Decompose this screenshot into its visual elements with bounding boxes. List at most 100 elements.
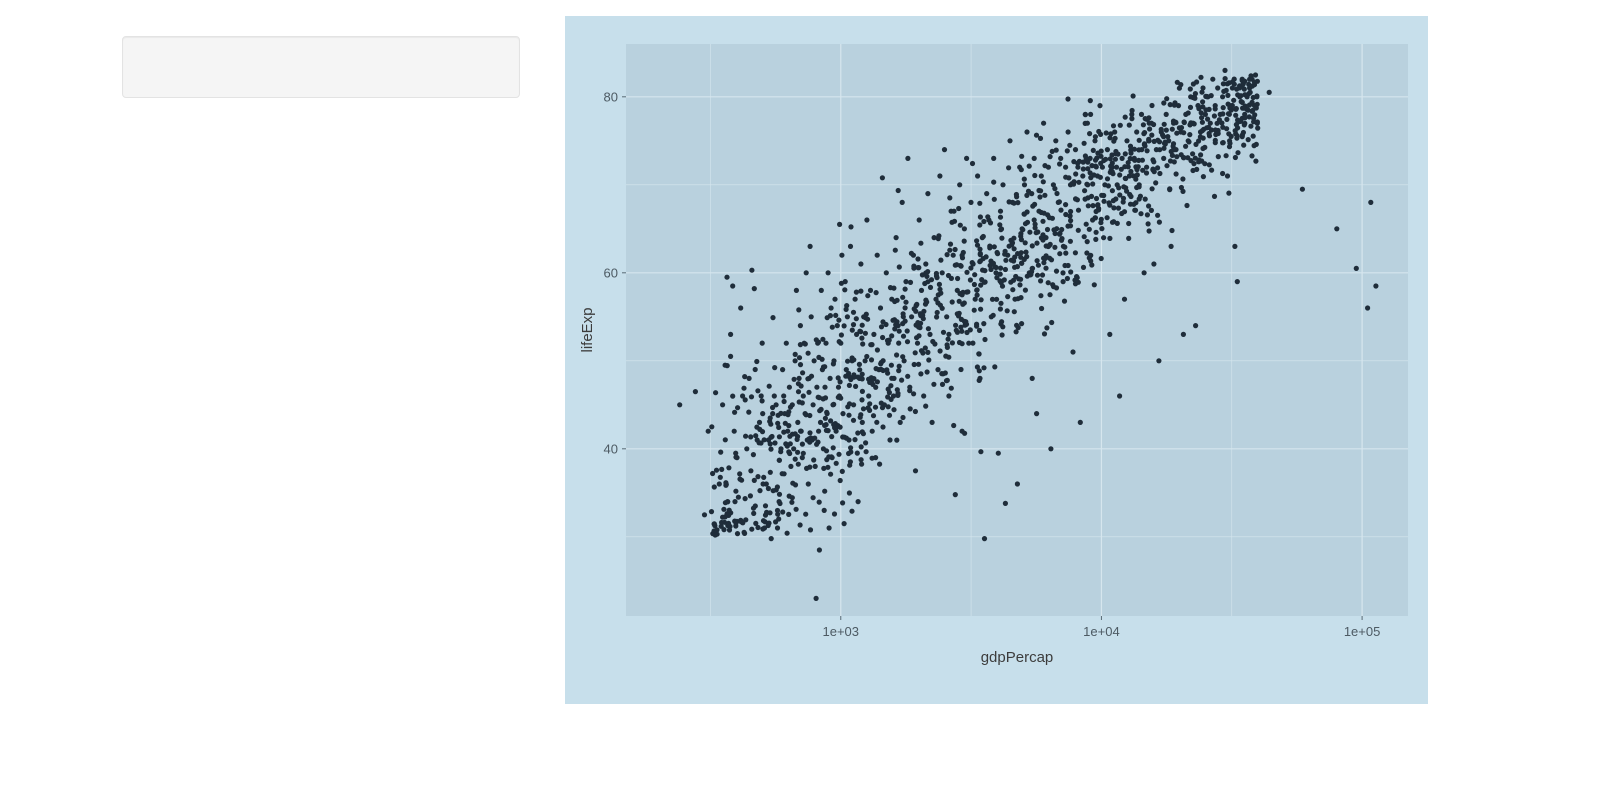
data-point-146 — [929, 419, 935, 425]
data-point-1243 — [1180, 188, 1186, 194]
data-point-191 — [1031, 155, 1037, 161]
data-point-98 — [843, 367, 849, 373]
data-point-695 — [991, 196, 997, 202]
data-point-773 — [772, 440, 778, 446]
data-point-1394 — [1019, 321, 1025, 327]
data-point-121 — [879, 175, 885, 181]
data-point-689 — [862, 330, 868, 336]
data-point-526 — [1200, 99, 1206, 105]
data-point-1527 — [1117, 172, 1123, 178]
data-point-149 — [935, 367, 941, 373]
data-point-1254 — [971, 307, 977, 313]
data-point-1478 — [880, 358, 886, 364]
data-point-1291 — [998, 226, 1005, 232]
data-point-222 — [1107, 331, 1113, 337]
data-point-337 — [1129, 116, 1135, 122]
data-point-1293 — [967, 277, 973, 283]
data-point-1145 — [885, 370, 891, 376]
data-point-91 — [835, 384, 842, 390]
data-point-1464 — [1242, 78, 1248, 84]
data-point-1272 — [1143, 170, 1150, 176]
data-point-150 — [937, 173, 943, 179]
data-point-1512 — [874, 419, 880, 425]
data-point-472 — [953, 322, 959, 328]
data-point-875 — [863, 449, 869, 455]
data-point-922 — [889, 333, 895, 339]
data-point-672 — [857, 328, 863, 334]
data-point-25 — [756, 419, 763, 425]
data-point-991 — [810, 495, 816, 501]
data-point-161 — [961, 226, 967, 232]
data-point-1359 — [749, 526, 755, 532]
data-point-1215 — [1117, 122, 1123, 128]
data-point-902 — [1198, 110, 1204, 116]
data-point-257 — [1193, 323, 1199, 329]
data-point-994 — [949, 340, 955, 346]
data-point-1040 — [1220, 140, 1226, 146]
data-point-1025 — [837, 424, 843, 430]
data-point-821 — [1209, 167, 1215, 173]
data-point-1009 — [1104, 176, 1111, 182]
data-point-983 — [900, 354, 906, 360]
data-point-1252 — [1075, 279, 1081, 285]
data-point-1495 — [999, 332, 1005, 338]
data-point-1251 — [822, 488, 828, 494]
data-point-978 — [827, 313, 833, 319]
data-point-668 — [1052, 186, 1058, 192]
data-point-839 — [1021, 176, 1027, 182]
data-point-1535 — [797, 362, 804, 368]
data-point-1244 — [1074, 275, 1080, 281]
data-point-1280 — [1130, 156, 1137, 162]
data-point-450 — [936, 281, 942, 287]
data-point-503 — [977, 214, 983, 220]
data-point-788 — [1025, 188, 1032, 194]
data-point-1484 — [798, 383, 804, 389]
data-point-1218 — [1215, 130, 1221, 137]
data-point-247 — [1168, 243, 1174, 249]
data-point-655 — [1185, 155, 1191, 161]
data-point-1503 — [845, 358, 851, 364]
data-point-1491 — [1001, 277, 1007, 283]
data-point-1202 — [935, 300, 941, 306]
data-point-1195 — [1235, 117, 1241, 123]
data-point-171 — [984, 191, 990, 197]
data-point-481 — [970, 340, 976, 346]
data-point-1008 — [1165, 134, 1171, 140]
data-point-1316 — [808, 373, 815, 379]
data-point-325 — [945, 336, 951, 342]
data-point-1207 — [1180, 176, 1186, 182]
data-point-580 — [956, 298, 962, 304]
data-point-1383 — [1018, 233, 1024, 239]
data-point-660 — [836, 339, 842, 345]
data-point-339 — [949, 299, 955, 305]
data-point-1168 — [721, 527, 727, 533]
data-point-1270 — [1220, 124, 1226, 130]
data-point-1349 — [892, 247, 898, 253]
data-point-32 — [768, 536, 774, 542]
data-point-550 — [1083, 221, 1089, 227]
data-point-949 — [896, 340, 902, 346]
data-point-1294 — [1251, 115, 1257, 121]
data-point-779 — [851, 372, 857, 378]
data-point-1058 — [1004, 308, 1010, 314]
data-point-373 — [1019, 153, 1025, 159]
data-point-1485 — [1103, 156, 1109, 162]
data-point-906 — [1024, 219, 1031, 225]
data-point-1182 — [934, 309, 940, 316]
data-point-931 — [946, 331, 952, 337]
data-point-1487 — [1164, 163, 1170, 169]
data-point-1063 — [1045, 280, 1051, 286]
data-point-1277 — [1051, 227, 1057, 233]
data-point-1363 — [1042, 256, 1048, 262]
data-point-388 — [962, 430, 968, 436]
data-point-654 — [1134, 184, 1140, 191]
data-point-881 — [1094, 155, 1100, 161]
data-point-1066 — [1157, 170, 1163, 177]
data-point-1161 — [1161, 100, 1167, 106]
data-point-754 — [1140, 122, 1146, 128]
data-point-1160 — [886, 412, 893, 418]
data-point-349 — [1157, 147, 1163, 153]
data-point-194 — [1038, 173, 1044, 179]
data-point-1234 — [1202, 161, 1208, 167]
data-point-617 — [717, 474, 723, 480]
